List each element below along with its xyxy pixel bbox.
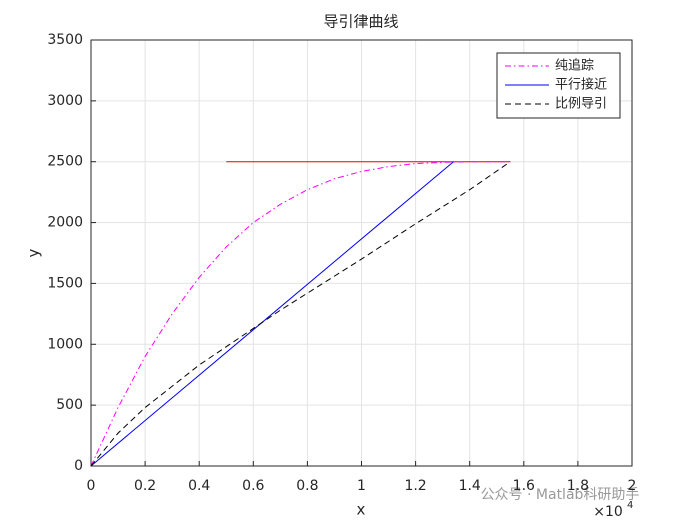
legend-label: 纯追踪: [555, 58, 594, 74]
x-tick-label: 0.8: [296, 478, 318, 494]
y-tick-label: 0: [74, 458, 83, 474]
x-tick-label: 1: [357, 478, 366, 494]
y-tick-label: 500: [56, 397, 83, 413]
x-tick-label: 0.6: [242, 478, 264, 494]
y-axis-label: y: [25, 248, 43, 257]
x-tick-label: 1.8: [567, 478, 589, 494]
y-tick-label: 3000: [47, 93, 83, 109]
y-tick-label: 1500: [47, 275, 83, 291]
legend-label: 比例导引: [555, 97, 607, 112]
x-multiplier: ×10: [593, 504, 623, 520]
y-tick-label: 2000: [47, 215, 83, 231]
chart-title: 导引律曲线: [323, 13, 398, 31]
y-tick-label: 1000: [47, 336, 83, 352]
plot-frame: [90, 39, 633, 467]
y-tick-label: 2500: [47, 154, 83, 170]
x-tick-label: 1.2: [404, 478, 426, 494]
x-tick-label: 1.4: [459, 478, 481, 494]
series-line: [90, 161, 511, 467]
x-tick-label: 2: [628, 478, 637, 494]
x-tick-label: 0.2: [134, 478, 156, 494]
series-line: [90, 161, 454, 467]
watermark: 公众号 · Matlab科研助手: [481, 487, 640, 503]
x-axis-label: x: [357, 501, 366, 519]
x-tick-label: 0.4: [188, 478, 210, 494]
x-tick-label: 1.6: [513, 478, 535, 494]
y-tick-label: 3500: [47, 32, 83, 48]
x-tick-label: 0: [87, 478, 96, 494]
x-multiplier-exponent: 4: [627, 500, 633, 511]
legend-label: 平行接近: [555, 77, 607, 93]
